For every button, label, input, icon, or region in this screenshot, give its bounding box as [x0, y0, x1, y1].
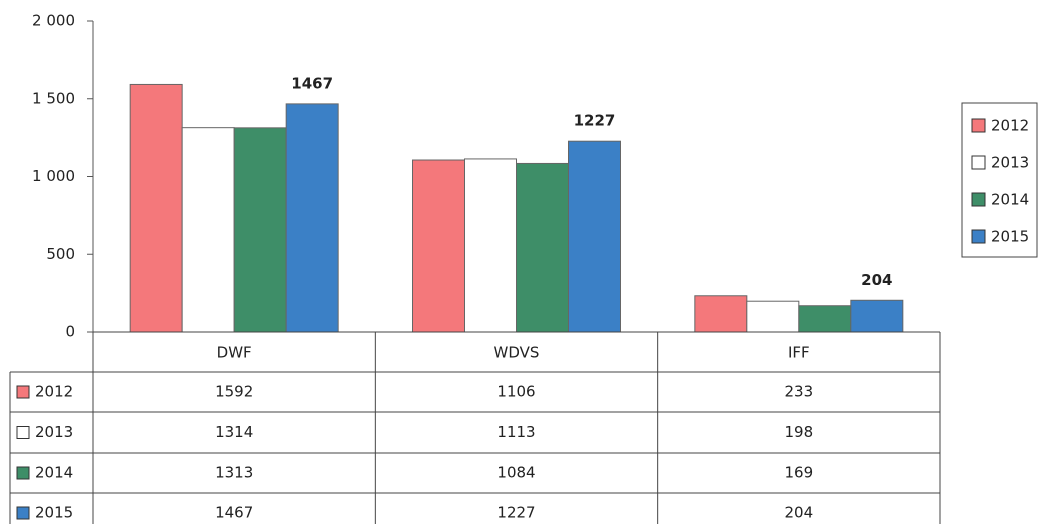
bar: [516, 162, 569, 333]
table-cell: 1113: [497, 423, 535, 441]
bar: [694, 295, 748, 333]
table-cell: 1467: [215, 504, 253, 522]
legend-label: 2012: [991, 117, 1029, 135]
bar: [746, 300, 800, 333]
data-label: 1227: [574, 112, 616, 130]
table-cell: 1084: [497, 464, 535, 482]
bar: [285, 103, 339, 333]
table-header: WDVS: [494, 344, 540, 362]
table-cell: 1592: [215, 383, 253, 401]
bar: [464, 158, 517, 333]
data-label: 1467: [291, 74, 333, 92]
bar: [850, 299, 904, 333]
table-cell: 1313: [215, 464, 253, 482]
bar: [129, 83, 183, 333]
table-cell: 169: [785, 464, 814, 482]
bar: [181, 127, 235, 333]
table-cell: 1227: [497, 504, 535, 522]
table-row-label: 2012: [35, 383, 73, 401]
table-row-label: 2015: [35, 504, 73, 522]
table-header: DWF: [217, 344, 252, 362]
bar: [412, 159, 465, 333]
table-cell: 1314: [215, 423, 253, 441]
table-row-label: 2013: [35, 423, 73, 441]
table-cell: 233: [785, 383, 814, 401]
y-tick-label: 0: [65, 323, 75, 341]
table-legend-key: [16, 426, 30, 439]
table-legend-key: [16, 506, 30, 520]
table-cell: 1106: [497, 383, 535, 401]
table-cell: 198: [785, 423, 814, 441]
bar: [798, 305, 852, 333]
y-tick-label: 1 500: [32, 89, 75, 107]
table-header: IFF: [788, 344, 810, 362]
legend-key: [971, 192, 986, 207]
bar: [233, 127, 287, 333]
table-row-label: 2014: [35, 464, 73, 482]
data-label: 204: [861, 271, 892, 289]
legend-key: [971, 118, 986, 133]
legend-key: [971, 155, 986, 170]
legend-label: 2014: [991, 191, 1029, 209]
y-tick-label: 1 000: [32, 167, 75, 185]
table-legend-key: [16, 385, 30, 399]
legend-key: [971, 229, 986, 244]
table-legend-key: [16, 466, 30, 480]
legend-label: 2013: [991, 154, 1029, 172]
bar: [568, 140, 621, 333]
legend-label: 2015: [991, 228, 1029, 246]
y-tick-label: 500: [46, 245, 75, 263]
y-tick-label: 2 000: [32, 12, 75, 30]
table-cell: 204: [785, 504, 814, 522]
